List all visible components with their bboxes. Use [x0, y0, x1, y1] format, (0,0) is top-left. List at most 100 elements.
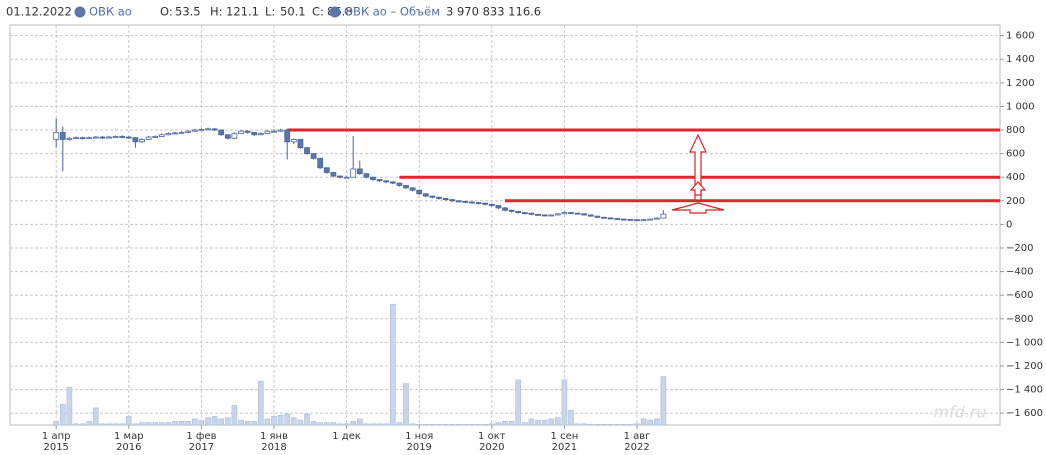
candle-body — [330, 172, 337, 177]
volume-bar — [304, 413, 310, 426]
volume-bar — [620, 424, 627, 426]
volume-bar — [139, 422, 145, 426]
candle-body — [271, 130, 277, 133]
x-tick-label: 1 авг — [624, 431, 651, 442]
volume-bar — [192, 418, 198, 426]
candle-body — [482, 202, 489, 205]
volume-bar — [198, 419, 205, 426]
x-tick-year: 2022 — [624, 442, 649, 453]
volume-bar — [290, 417, 297, 426]
candle-body — [205, 128, 211, 131]
candle-body — [178, 131, 185, 134]
y-tick-label: −1 000 — [1006, 337, 1043, 348]
candle-body — [389, 181, 396, 184]
volume-bar — [257, 380, 264, 426]
candle-body — [172, 132, 178, 135]
ohlc-label: L: — [265, 5, 275, 19]
x-tick-label: 1 окт — [478, 431, 506, 442]
volume-bar — [79, 423, 86, 426]
candle-body — [86, 137, 93, 140]
volume-bar — [541, 419, 548, 426]
volume-bar — [561, 379, 568, 426]
candle-body — [317, 157, 324, 169]
candle-body — [323, 167, 330, 173]
x-tick-year: 2018 — [261, 442, 286, 453]
volume-bar — [389, 303, 396, 426]
volume-bar — [251, 421, 257, 426]
volume-bar — [495, 422, 502, 426]
candle-body — [528, 212, 535, 215]
candle-body — [158, 134, 165, 137]
y-tick-label: 1 400 — [1006, 54, 1035, 65]
candle-body — [251, 131, 258, 136]
candle-body — [416, 189, 423, 195]
y-tick-label: 0 — [1006, 219, 1012, 230]
y-tick-label: −1 600 — [1006, 408, 1043, 419]
candle-body — [640, 219, 647, 222]
candle-body — [337, 175, 343, 178]
x-tick-label: 1 янв — [260, 431, 288, 442]
volume-bar — [370, 423, 376, 426]
candle-body — [660, 213, 667, 219]
plot: 1 600 1 400 1 200 1 000 800 600 400 200 0 −200 −40… — [10, 25, 1043, 453]
ohlc-label: C: — [312, 5, 324, 19]
y-tick-label: −200 — [1006, 243, 1033, 254]
volume-bar — [165, 422, 172, 426]
volume-bar — [145, 422, 152, 426]
volume-bar — [607, 424, 614, 426]
volume-bar — [211, 416, 218, 426]
volume-bar — [548, 418, 555, 426]
ohlc-value: 53.5 — [175, 5, 201, 19]
candle-body — [231, 133, 238, 139]
candle-body — [198, 129, 205, 131]
volume-bar — [627, 424, 634, 426]
volume-bar — [502, 421, 508, 426]
candle-body — [66, 137, 73, 140]
y-tick-label: −600 — [1006, 290, 1033, 301]
volume-bar — [73, 423, 79, 426]
candle-body — [119, 136, 126, 138]
volume-bar — [554, 417, 561, 426]
candle-body — [409, 187, 416, 191]
volume-bar — [422, 424, 429, 426]
candle-body — [363, 173, 370, 178]
volume-bar — [442, 424, 449, 426]
candle-body — [548, 214, 555, 217]
candle-body — [53, 131, 60, 140]
arrows — [671, 133, 725, 214]
volume-bar — [119, 423, 125, 426]
x-tick-year: 2017 — [189, 442, 214, 453]
candle-body — [601, 216, 607, 219]
volume-bar — [396, 422, 403, 426]
volume-bar — [568, 410, 574, 426]
candle-body — [59, 131, 66, 140]
volume-bar — [152, 422, 158, 426]
volume-bar — [449, 424, 456, 426]
candle-body — [191, 129, 198, 132]
volume-bar — [205, 417, 211, 426]
plot-area — [9, 24, 1001, 426]
volume-bar — [159, 422, 165, 426]
candle-body — [436, 196, 442, 199]
candle-body — [561, 212, 568, 215]
x-tick-year: 2019 — [406, 442, 431, 453]
volume-bar — [178, 421, 185, 426]
candle-body — [290, 139, 297, 143]
candle-body — [257, 133, 264, 136]
volume-bar — [106, 423, 112, 426]
volume-bar — [383, 423, 390, 426]
ohlc: O:53.5H:121.1L:50.1C:86.8 — [160, 5, 353, 19]
candle-body — [422, 193, 429, 197]
volume-bar — [343, 423, 350, 426]
candle-body — [73, 137, 79, 140]
volume-bar — [660, 376, 667, 426]
candle-body — [653, 217, 660, 220]
x-tick-label: 1 сен — [551, 431, 579, 442]
volume-bar — [86, 421, 92, 426]
candle-body — [145, 136, 152, 140]
candle-body — [541, 214, 548, 217]
ohlc-label: H: — [210, 5, 223, 19]
volume-bar — [284, 413, 291, 426]
series-name: ОВК ао — [89, 5, 132, 19]
candle-body — [396, 182, 403, 186]
